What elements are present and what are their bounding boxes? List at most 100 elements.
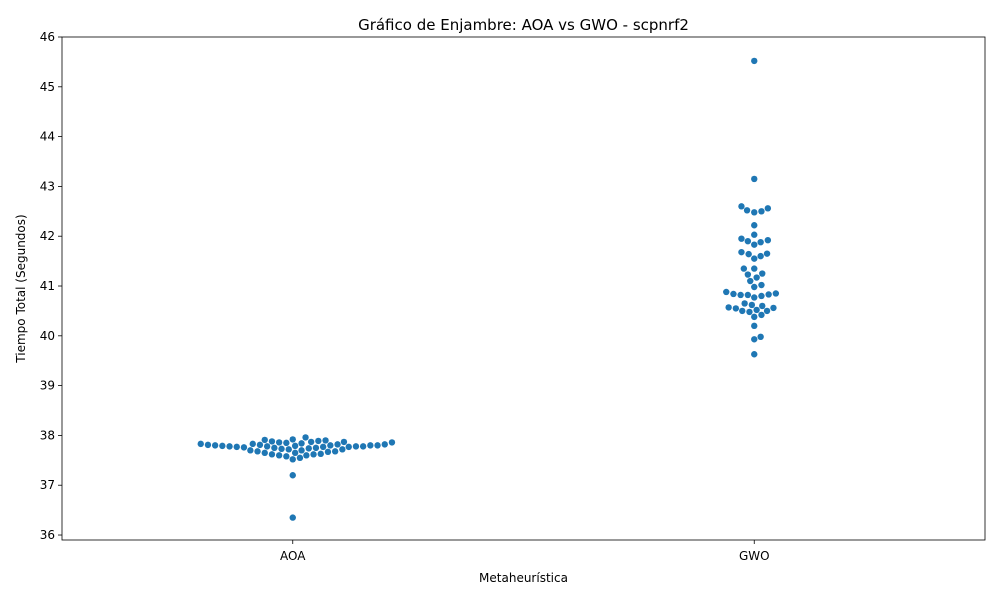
- data-point-gwo: [732, 305, 740, 312]
- y-tick-label: 42: [40, 229, 55, 243]
- data-point-aoa: [256, 441, 264, 449]
- data-point-aoa: [388, 439, 396, 446]
- data-point-aoa: [291, 449, 299, 457]
- data-point-aoa: [367, 442, 374, 449]
- data-point-aoa: [283, 439, 290, 447]
- y-tick-label: 39: [40, 379, 55, 393]
- data-point-aoa: [296, 454, 304, 462]
- y-tick-label: 37: [40, 478, 55, 492]
- x-axis-label: Metaheurística: [479, 571, 568, 585]
- data-point-aoa: [298, 447, 305, 454]
- data-point-aoa: [322, 437, 329, 444]
- y-axis-label: Tiempo Total (Segundos): [14, 214, 28, 363]
- data-point-aoa: [359, 443, 367, 450]
- data-point-aoa: [352, 443, 360, 450]
- x-tick-label: AOA: [280, 549, 306, 563]
- data-point-gwo: [751, 313, 758, 321]
- data-point-aoa: [374, 442, 381, 449]
- data-point-aoa: [340, 438, 348, 446]
- data-point-aoa: [305, 445, 312, 452]
- data-point-aoa: [298, 440, 305, 447]
- y-tick-label: 46: [40, 30, 55, 44]
- data-point-gwo: [757, 333, 764, 341]
- y-tick-label: 43: [40, 179, 55, 193]
- y-tick-label: 45: [40, 80, 55, 94]
- data-point-aoa: [327, 442, 334, 449]
- y-tick-label: 40: [40, 329, 55, 343]
- data-point-gwo: [737, 291, 744, 299]
- data-point-gwo: [758, 208, 765, 215]
- data-point-gwo: [770, 304, 777, 312]
- data-point-aoa: [247, 447, 254, 454]
- data-point-gwo: [751, 175, 758, 183]
- chart-title: Gráfico de Enjambre: AOA vs GWO - scpnrf…: [358, 16, 689, 34]
- data-point-aoa: [381, 441, 388, 448]
- data-point-gwo: [765, 291, 772, 298]
- data-point-aoa: [283, 453, 290, 460]
- data-point-gwo: [745, 250, 752, 258]
- data-point-aoa: [324, 448, 332, 456]
- data-point-gwo: [751, 322, 758, 330]
- data-point-aoa: [289, 472, 296, 479]
- data-point-aoa: [197, 440, 204, 448]
- y-tick-label: 38: [40, 428, 55, 442]
- data-point-gwo: [751, 209, 758, 216]
- data-point-aoa: [317, 450, 324, 458]
- data-point-gwo: [757, 238, 764, 246]
- data-point-gwo: [751, 294, 758, 301]
- data-point-gwo: [730, 290, 737, 298]
- data-point-gwo: [763, 307, 771, 315]
- data-point-gwo: [739, 307, 746, 315]
- data-point-gwo: [757, 252, 764, 260]
- data-point-aoa: [312, 444, 320, 452]
- x-ticks: AOA GWO: [280, 540, 770, 563]
- y-ticks: 36 37 38 39 40 41 42 43 44 45 46: [40, 30, 62, 542]
- data-point-gwo: [751, 265, 758, 272]
- x-tick-label: GWO: [739, 549, 770, 563]
- data-point-aoa: [254, 448, 261, 455]
- data-point-gwo: [763, 250, 771, 257]
- data-point-gwo: [753, 274, 760, 281]
- data-point-gwo: [738, 248, 745, 256]
- data-point-gwo: [764, 236, 772, 244]
- data-point-gwo: [744, 237, 752, 245]
- data-point-aoa: [303, 452, 310, 459]
- y-tick-label: 44: [40, 130, 55, 144]
- data-point-aoa: [319, 443, 327, 451]
- data-point-gwo: [759, 270, 766, 277]
- data-point-gwo: [759, 302, 766, 310]
- data-point-gwo: [740, 265, 748, 272]
- data-point-aoa: [289, 436, 296, 443]
- data-point-gwo: [744, 271, 752, 278]
- data-point-aoa: [278, 445, 285, 453]
- data-point-gwo: [725, 304, 732, 311]
- data-point-aoa: [263, 443, 271, 450]
- data-point-aoa: [339, 446, 346, 453]
- data-point-aoa: [291, 442, 299, 450]
- data-point-aoa: [302, 434, 309, 441]
- data-point-gwo: [751, 283, 758, 291]
- data-point-gwo: [747, 277, 754, 285]
- data-point-aoa: [211, 442, 219, 449]
- data-point-gwo: [741, 300, 748, 307]
- data-point-aoa: [268, 438, 276, 445]
- data-point-aoa: [204, 441, 212, 449]
- data-point-gwo: [753, 306, 760, 314]
- data-point-gwo: [751, 351, 758, 358]
- data-point-gwo: [751, 231, 758, 238]
- data-point-aoa: [289, 456, 296, 463]
- data-point-gwo: [751, 336, 758, 343]
- data-point-aoa: [261, 449, 268, 457]
- data-point-aoa: [275, 439, 283, 446]
- data-point-gwo: [758, 311, 765, 319]
- y-tick-label: 41: [40, 279, 55, 293]
- data-point-gwo: [743, 207, 751, 214]
- data-point-gwo: [772, 290, 780, 297]
- data-point-gwo: [751, 241, 758, 248]
- data-point-gwo: [738, 203, 745, 210]
- data-point-aoa: [233, 443, 240, 451]
- data-point-aoa: [240, 444, 248, 451]
- data-point-gwo: [758, 292, 765, 300]
